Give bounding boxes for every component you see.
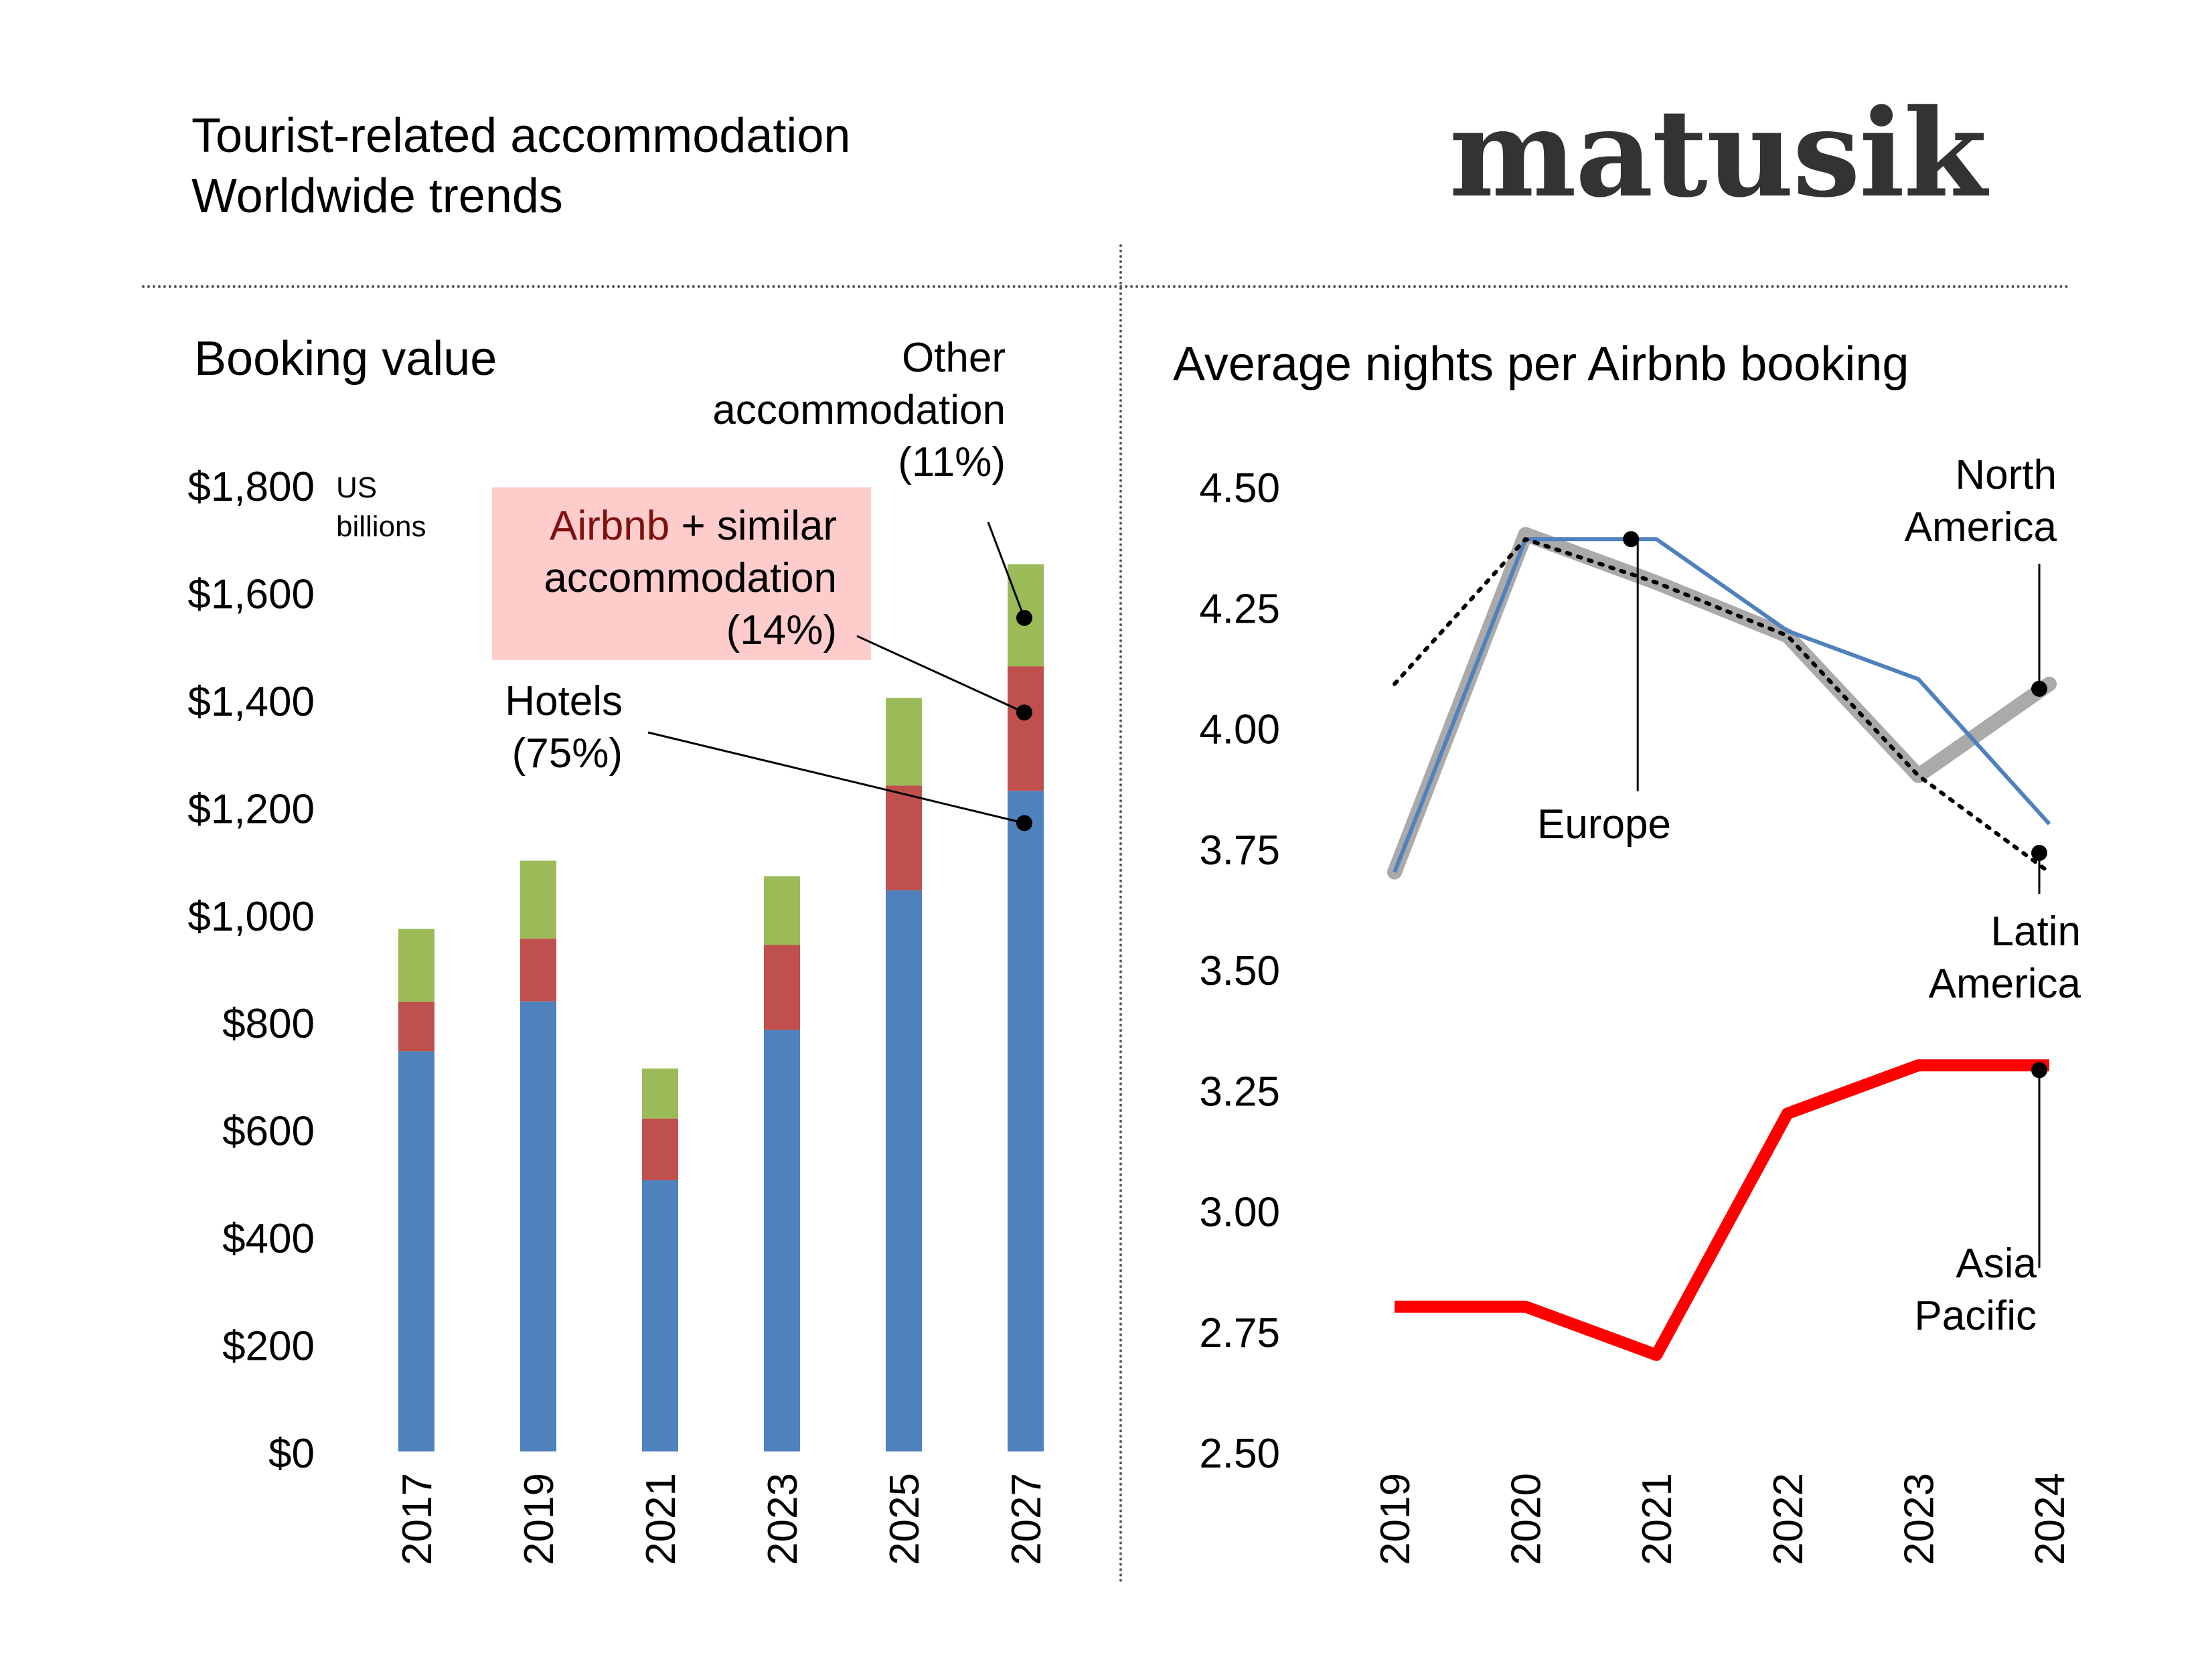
y-tick-label: 3.00: [1199, 1190, 1280, 1236]
latin-america-label: America: [1929, 961, 2081, 1007]
latin-america-label: Latin: [1991, 909, 2081, 955]
other-accommodation-label: (11%): [898, 439, 1006, 485]
x-tick-label: 2027: [1004, 1473, 1050, 1565]
series-line-latin-america: [1393, 536, 2051, 874]
brand-logo: matusik: [1449, 83, 1987, 224]
annotation-leader: [987, 522, 1026, 619]
x-tick-label: 2023: [1896, 1473, 1942, 1565]
bar-segment: [886, 698, 922, 786]
y-tick-label: $800: [222, 1001, 315, 1047]
annotation-dot: [1016, 815, 1032, 832]
north-america-label: America: [1905, 504, 2057, 550]
y-tick-label: $1,000: [187, 894, 315, 940]
airbnb-highlight-box: [492, 487, 871, 660]
bar-segment: [764, 876, 800, 945]
x-tick-label: 2019: [1372, 1473, 1419, 1565]
bar-segment: [642, 1180, 678, 1451]
x-tick-label: 2019: [516, 1473, 562, 1565]
y-tick-label: 3.25: [1199, 1069, 1280, 1115]
bar-segment: [398, 1002, 434, 1052]
x-tick-label: 2017: [394, 1473, 441, 1565]
chart-title: Tourist-related accommodation: [191, 109, 851, 163]
y-axis-unit-label: billions: [336, 510, 426, 543]
other-accommodation-label: Other: [902, 335, 1006, 381]
x-tick-label: 2022: [1765, 1473, 1812, 1565]
chart-subtitle: Worldwide trends: [191, 169, 563, 223]
x-tick-label: 2023: [760, 1473, 806, 1565]
line-chart-title: Average nights per Airbnb booking: [1173, 337, 1909, 391]
north-america-label: North: [1955, 452, 2057, 498]
bar-segment: [764, 945, 800, 1030]
bar-segment: [398, 929, 434, 1002]
y-tick-label: $0: [268, 1431, 315, 1477]
bar-segment: [886, 890, 922, 1451]
bar-segment: [642, 1118, 678, 1180]
x-tick-label: 2025: [882, 1473, 928, 1565]
series-line-europe: [1393, 537, 2051, 873]
bar-segment: [1008, 791, 1044, 1451]
x-tick-label: 2020: [1504, 1473, 1550, 1565]
y-tick-label: $1,200: [187, 786, 315, 832]
bar-segment: [642, 1069, 678, 1119]
annotation-leader: [647, 731, 1025, 824]
asia-pacific-label: Pacific: [1914, 1293, 2037, 1339]
annotation-dot: [1623, 531, 1640, 548]
bar-segment: [520, 860, 556, 939]
y-tick-label: $200: [222, 1324, 315, 1370]
y-tick-label: 2.75: [1199, 1310, 1280, 1356]
y-tick-label: $400: [222, 1216, 315, 1262]
y-tick-label: $600: [222, 1109, 315, 1155]
hotels-label: (75%): [512, 730, 623, 777]
europe-label: Europe: [1537, 801, 1671, 848]
y-tick-label: 2.50: [1199, 1431, 1280, 1477]
bar-chart-title: Booking value: [194, 332, 497, 386]
header-divider: [142, 285, 2070, 288]
airbnb-label: accommodation: [544, 555, 837, 601]
y-axis-unit-label: US: [336, 471, 377, 504]
hotels-label: Hotels: [505, 678, 623, 724]
annotation-leader: [856, 635, 1025, 714]
y-tick-label: $1,400: [187, 679, 315, 725]
airbnb-label: Airbnb + similar: [550, 503, 837, 549]
annotation-dot: [2031, 680, 2047, 697]
annotation-dot: [1016, 704, 1032, 721]
bar-segment: [520, 1001, 556, 1451]
x-tick-label: 2021: [638, 1473, 684, 1565]
series-line-asia-pacific: [1395, 1059, 2049, 1361]
bar-segment: [764, 1030, 800, 1451]
bar-segment: [520, 938, 556, 1002]
y-tick-label: $1,600: [187, 571, 315, 617]
y-tick-label: 3.75: [1199, 827, 1280, 874]
y-tick-label: 3.50: [1199, 948, 1280, 994]
y-tick-label: 4.25: [1199, 586, 1280, 632]
y-tick-label: 4.00: [1199, 707, 1280, 753]
other-accommodation-label: accommodation: [712, 387, 1006, 433]
asia-pacific-label: Asia: [1956, 1241, 2037, 1287]
y-tick-label: $1,800: [187, 464, 315, 510]
airbnb-label: (14%): [726, 607, 837, 653]
y-tick-label: 4.50: [1199, 465, 1280, 511]
bar-segment: [398, 1051, 434, 1451]
x-tick-label: 2021: [1634, 1473, 1680, 1565]
x-tick-label: 2024: [2027, 1473, 2073, 1565]
bar-segment: [1008, 666, 1044, 791]
annotation-dot: [1016, 609, 1032, 626]
bar-segment: [886, 785, 922, 890]
panel-divider: [1119, 244, 1122, 1583]
